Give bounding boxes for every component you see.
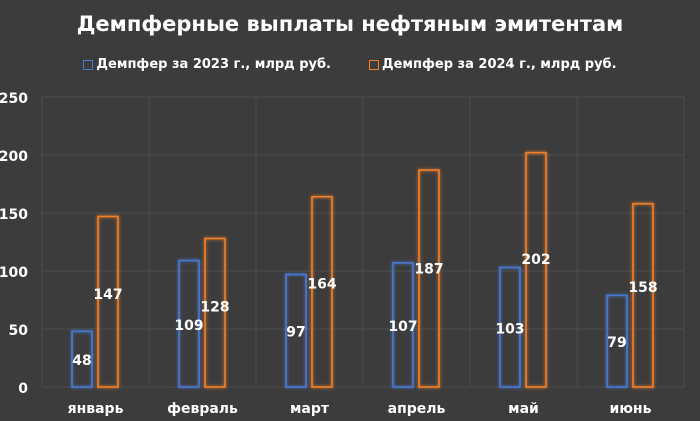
y-tick-label: 200 (0, 149, 28, 165)
legend: Демпфер за 2023 г., млрд руб. Демпфер за… (0, 57, 700, 72)
x-tick-label: январь (68, 401, 124, 417)
y-tick-label: 250 (0, 91, 28, 107)
x-tick-label: март (290, 401, 330, 417)
data-label: 158 (628, 280, 657, 296)
bar-2024 (632, 202, 654, 388)
bar-2023 (606, 294, 628, 388)
bar-2023 (285, 273, 307, 388)
y-tick-label: 0 (18, 381, 28, 397)
bar-2023 (178, 259, 200, 388)
data-label: 107 (388, 319, 417, 335)
data-label: 164 (307, 276, 336, 292)
bar-2023 (392, 262, 414, 388)
data-label: 103 (495, 321, 524, 337)
bar-2024 (418, 169, 440, 388)
bar-2024 (311, 195, 333, 388)
chart-title: Демпферные выплаты нефтяным эмитентам (76, 12, 624, 36)
legend-swatch-2023 (83, 59, 94, 70)
x-tick-label: май (508, 401, 539, 417)
legend-item-2023: Демпфер за 2023 г., млрд руб. (83, 57, 331, 72)
bar-2023 (71, 330, 93, 388)
legend-swatch-2024 (369, 59, 379, 70)
data-label: 97 (286, 325, 305, 341)
data-label: 202 (521, 252, 550, 268)
y-tick-label: 150 (0, 207, 28, 223)
bar-2024 (97, 215, 119, 388)
x-tick-label: июнь (610, 401, 652, 417)
data-label: 128 (200, 299, 229, 315)
y-tick-label: 100 (0, 265, 28, 281)
legend-label-2024: Демпфер за 2024 г., млрд руб. (382, 57, 617, 72)
x-tick-label: февраль (167, 401, 238, 417)
data-label: 79 (607, 335, 626, 351)
legend-label-2023: Демпфер за 2023 г., млрд руб. (96, 57, 331, 72)
bar-2024 (525, 151, 547, 388)
data-label: 147 (93, 287, 122, 303)
bar-2024 (204, 237, 226, 388)
x-tick-label: апрель (388, 401, 446, 417)
y-tick-label: 50 (9, 323, 29, 339)
data-label: 48 (72, 353, 91, 369)
data-label: 187 (414, 262, 443, 278)
data-label: 109 (174, 318, 203, 334)
legend-item-2024: Демпфер за 2024 г., млрд руб. (369, 57, 617, 72)
bar-2023 (499, 266, 521, 388)
